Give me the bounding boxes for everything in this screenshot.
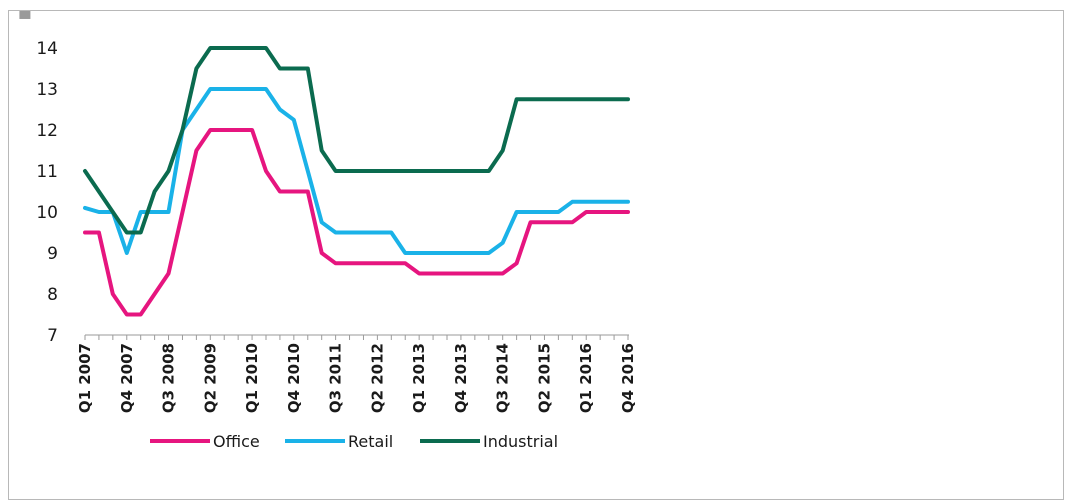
x-tick-label: Q2 2012	[368, 343, 386, 413]
x-tick-label: Q2 2015	[535, 343, 553, 413]
x-tick-label: Q4 2013	[452, 343, 470, 413]
x-tick-label: Q4 2007	[118, 343, 136, 413]
x-tick-label: Q1 2010	[243, 343, 261, 413]
series-line-industrial	[83, 46, 630, 235]
legend: Office Retail Industrial	[150, 432, 558, 451]
y-tick-label: 9	[47, 244, 58, 264]
x-tick-label: Q4 2016	[619, 343, 637, 413]
x-tick-label: Q3 2008	[160, 343, 178, 413]
x-tick-label: Q3 2014	[494, 343, 512, 413]
y-tick-label: 12	[36, 121, 58, 141]
y-tick-label: 13	[36, 80, 58, 100]
series-lines	[83, 46, 630, 317]
x-axis: Q1 2007 Q4 2007 Q3 2008 Q2 2009 Q1 2010 Q4 20…	[76, 334, 637, 413]
x-tick-label: Q2 2009	[201, 343, 219, 413]
y-axis: 7 8 9 10 11 12 13 14	[36, 39, 58, 346]
y-tick-label: 10	[36, 203, 58, 223]
legend-label-retail: Retail	[348, 432, 393, 451]
y-tick-label: 11	[36, 162, 58, 182]
y-tick-label: 7	[47, 326, 58, 346]
legend-label-office: Office	[213, 432, 260, 451]
x-tick-label: Q1 2007	[76, 343, 94, 413]
series-line-office	[83, 128, 630, 317]
x-tick-label: Q1 2013	[410, 343, 428, 413]
chart-frame: ■	[8, 10, 1064, 500]
legend-label-industrial: Industrial	[483, 432, 558, 451]
x-tick-label: Q3 2011	[327, 343, 345, 413]
clipped-heading: ■	[9, 11, 89, 19]
x-tick-label: Q1 2016	[577, 343, 595, 413]
y-tick-label: 8	[47, 285, 58, 305]
y-tick-label: 14	[36, 39, 58, 59]
series-line-retail	[83, 87, 630, 255]
x-tick-label: Q4 2010	[285, 343, 303, 413]
